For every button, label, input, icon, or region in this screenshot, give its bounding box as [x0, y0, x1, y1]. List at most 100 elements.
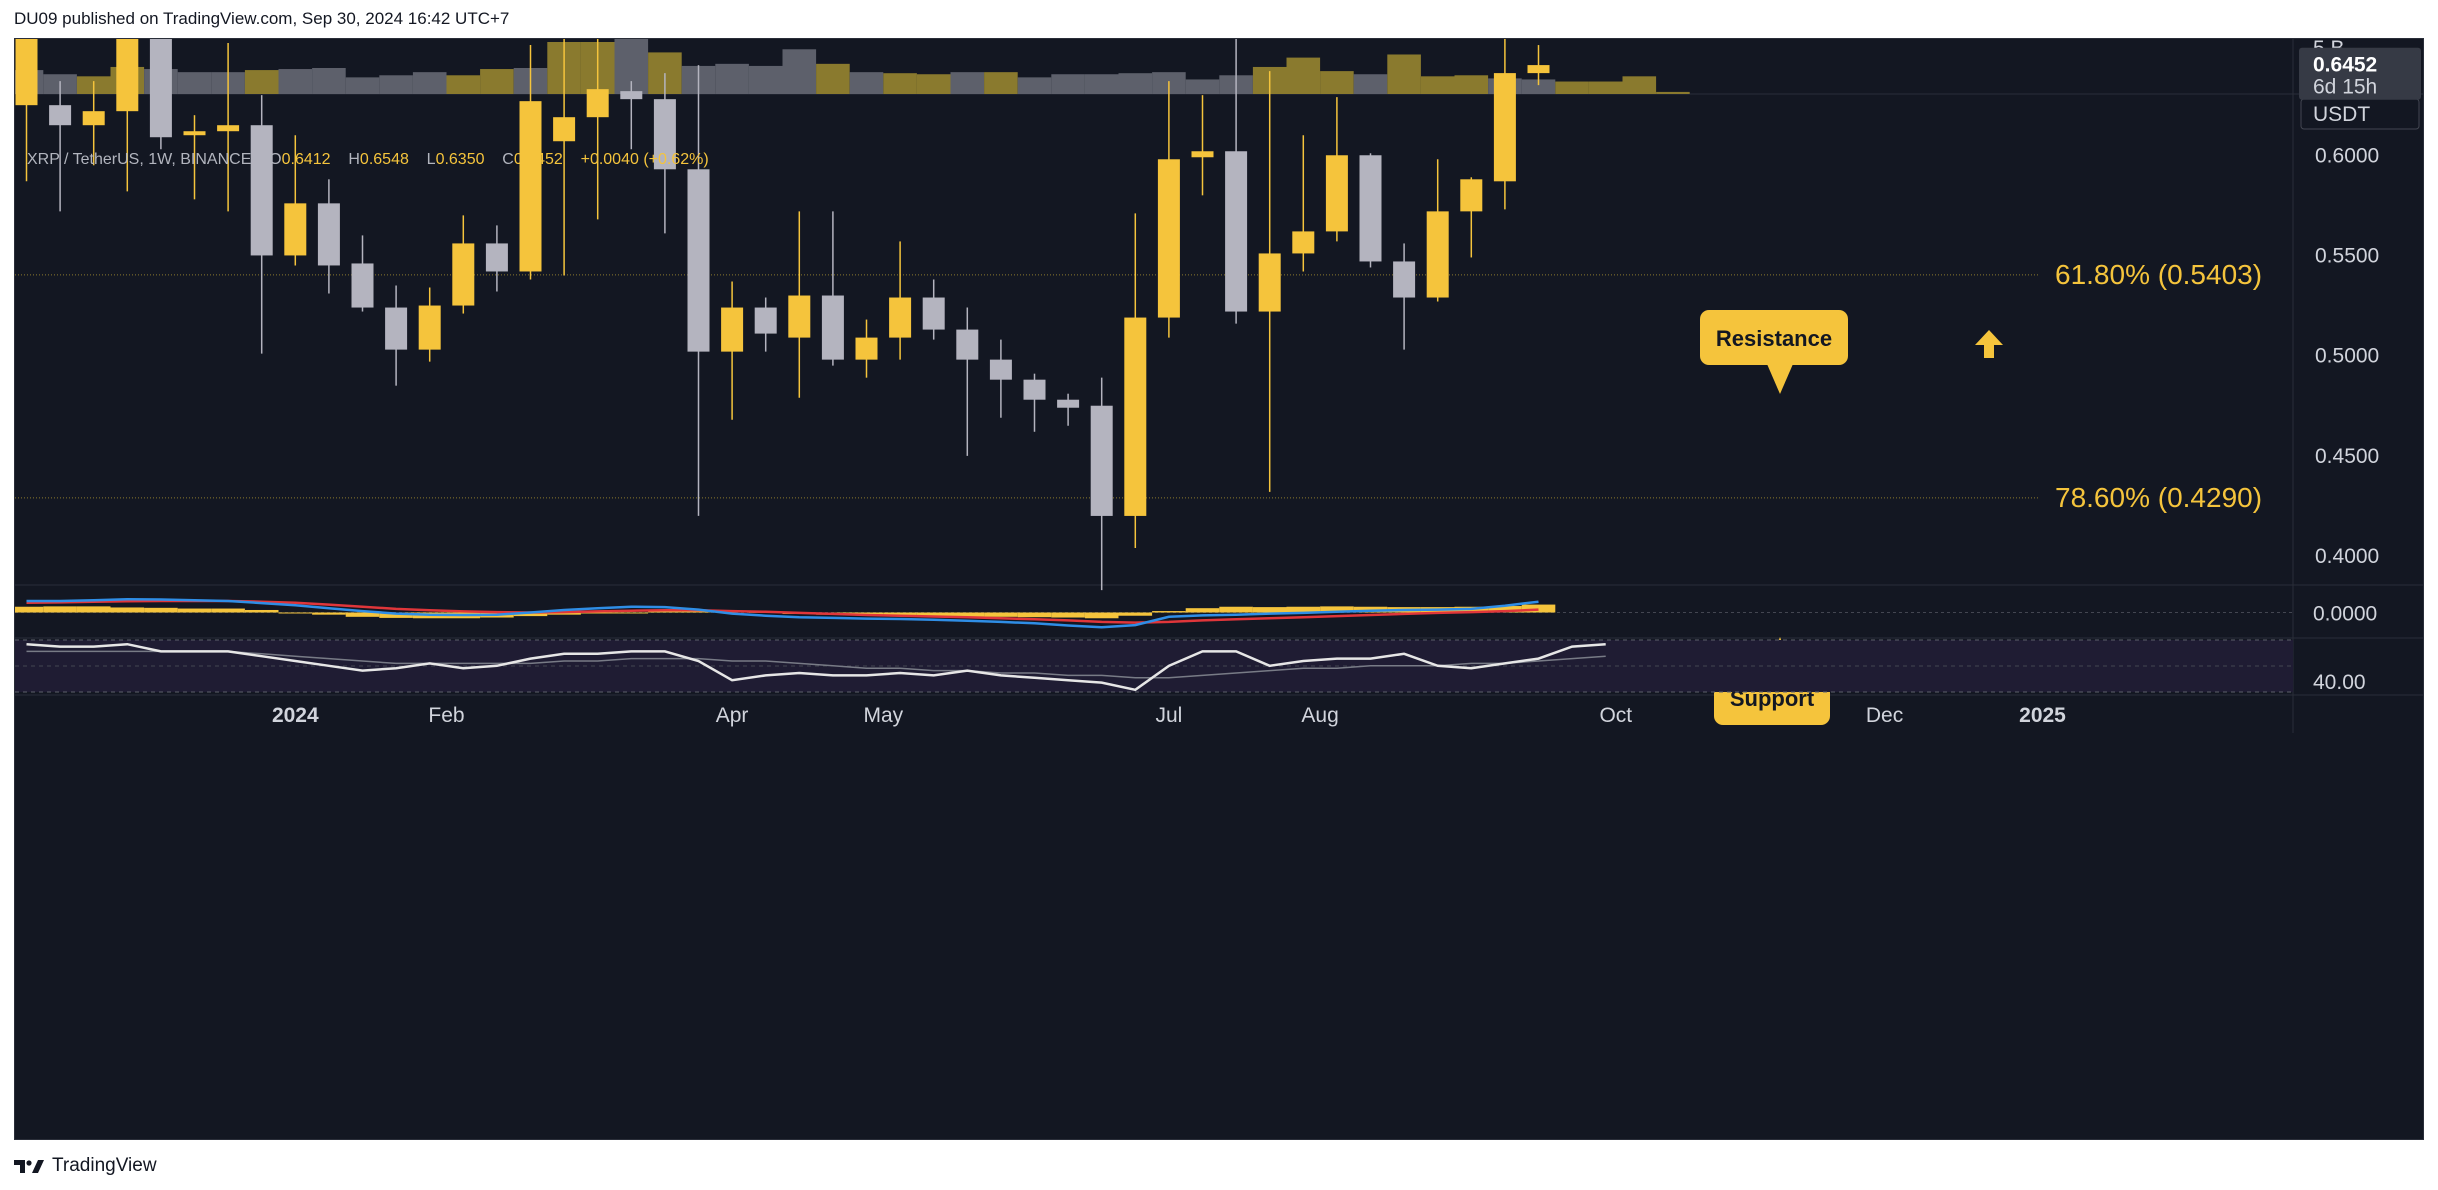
last-price-value: 0.6452 [2313, 54, 2377, 77]
macd-histogram-bar [1488, 606, 1522, 613]
chart-panel[interactable]: 5 B0.80000.75000.70000.60000.55000.50000… [14, 38, 2424, 1140]
candle-body [317, 203, 340, 266]
price-axis-tick: 0.5500 [2315, 244, 2379, 267]
candle-body [687, 169, 710, 352]
candle-body [1527, 65, 1550, 74]
price-axis-tick: 0.4000 [2315, 545, 2379, 568]
candle-body [1225, 151, 1248, 312]
macd-histogram-bar [278, 612, 313, 614]
macd-histogram-bar [916, 612, 951, 617]
volume-bar [883, 73, 917, 94]
candle-body [284, 203, 307, 256]
candle-body [586, 89, 609, 118]
macd-histogram-bar [43, 606, 77, 613]
volume-bar [1622, 76, 1657, 94]
candle-body [519, 101, 542, 272]
candle-body [183, 131, 206, 136]
candle-body [1292, 231, 1315, 254]
candle-body [821, 295, 844, 360]
macd-histogram-bar [345, 612, 380, 617]
macd-histogram-bar [244, 609, 279, 613]
volume-bar [480, 69, 514, 94]
time-axis-label: Oct [1599, 704, 1632, 727]
legend-high-value: 0.6548 [359, 151, 409, 168]
time-axis-label: 2025 [2019, 704, 2066, 727]
volume-bar [1084, 74, 1119, 94]
candle-body [553, 117, 576, 142]
candle-body [1023, 379, 1046, 400]
resistance-box [1700, 310, 1848, 365]
macd-histogram-bar [1084, 612, 1119, 619]
fib-level-label: 61.80% (0.5403) [2055, 259, 2262, 290]
price-axis-tick: 0.6000 [2315, 144, 2379, 167]
volume-bar [950, 72, 985, 94]
legend-open-value: 0.6412 [281, 151, 331, 168]
candle-body [1258, 253, 1281, 312]
candle-body [620, 91, 643, 100]
candle-body [418, 305, 441, 350]
candle-body [889, 297, 912, 338]
volume-bar [1555, 81, 1589, 94]
candle-body [1359, 155, 1382, 262]
volume-bar [748, 65, 783, 94]
macd-histogram-bar [110, 607, 145, 613]
macd-histogram-bar [950, 612, 985, 617]
candle-body [1157, 159, 1180, 318]
time-axis-label: 2024 [272, 704, 319, 727]
candle-body [1057, 399, 1080, 408]
volume-bar [1454, 75, 1489, 94]
macd-histogram-bar [580, 612, 615, 614]
volume-bar [984, 72, 1018, 94]
macd-histogram-bar [1152, 611, 1186, 613]
macd-signal-line [26, 599, 1539, 624]
macd-line [26, 597, 1539, 629]
macd-histogram-bar [513, 612, 548, 617]
time-axis-label: Apr [716, 704, 749, 727]
volume-bar [1017, 77, 1052, 94]
candle-body [788, 295, 811, 338]
legend-high-label: H [348, 151, 360, 168]
volume-bar [1320, 71, 1354, 94]
published-header: DU09 published on TradingView.com, Sep 3… [0, 0, 2438, 38]
macd-histogram-bar [76, 606, 111, 613]
volume-bar [1118, 73, 1153, 94]
volume-bar [177, 72, 212, 94]
macd-histogram-bar [547, 612, 581, 615]
footer-brand-text: TradingView [52, 1155, 157, 1176]
legend-close-value: 0.6452 [513, 151, 563, 168]
macd-histogram-bar [1017, 612, 1052, 618]
volume-bar [379, 75, 413, 94]
macd-axis-tick: 0.0000 [2313, 603, 2377, 626]
candle-body [217, 125, 240, 132]
candle-body [754, 307, 777, 334]
volume-bar [715, 63, 749, 94]
time-axis-label: Feb [428, 704, 464, 727]
volume-bar [1656, 91, 1690, 94]
candle-body [149, 39, 172, 138]
legend-low-value: 0.6350 [435, 151, 485, 168]
candle-body [485, 243, 508, 272]
volume-bar [1185, 79, 1220, 94]
time-axis-label: Dec [1866, 704, 1903, 727]
chart-svg[interactable]: 5 B0.80000.75000.70000.60000.55000.50000… [15, 39, 2423, 1139]
currency-label: USDT [2313, 103, 2370, 126]
volume-bar [412, 72, 447, 94]
footer-brand[interactable]: TradingView [0, 1142, 2438, 1190]
volume-bar [244, 70, 279, 94]
legend-open-label: O [269, 151, 282, 168]
candle-body [385, 307, 408, 350]
macd-histogram-bar [15, 606, 44, 613]
volume-bar [345, 77, 380, 94]
macd-histogram-bar [1521, 604, 1556, 613]
macd-histogram-bar [681, 610, 716, 613]
time-axis-label: Jul [1155, 704, 1182, 727]
candle-body [82, 111, 105, 126]
macd-histogram-bar [614, 612, 649, 614]
volume-bar [446, 75, 481, 94]
time-axis-label: May [863, 704, 903, 727]
candle-body [1325, 155, 1348, 232]
macd-histogram-bar [312, 612, 346, 615]
macd-histogram-bar [1219, 606, 1253, 613]
candle-body [1426, 211, 1449, 298]
resistance-callout: Resistance [1700, 310, 1848, 394]
